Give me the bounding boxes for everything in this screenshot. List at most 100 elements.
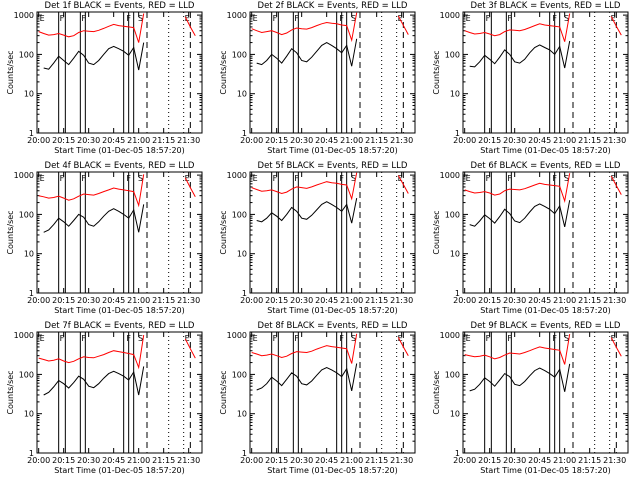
y-tick-label: 10 xyxy=(237,90,247,99)
x-tick-label: 20:45 xyxy=(315,456,338,465)
region-letter: E xyxy=(40,174,45,183)
x-tick-label: 21:15 xyxy=(152,136,175,145)
x-tick-label: 20:30 xyxy=(77,296,100,305)
panel-2: Det 2f BLACK = Events, RED = LLD 1 10 100 10… xyxy=(219,1,416,155)
x-tick-label: 21:15 xyxy=(365,296,388,305)
x-tick-label: 21:15 xyxy=(578,456,601,465)
series-line-red xyxy=(251,12,358,43)
x-tick-label: 21:15 xyxy=(152,456,175,465)
x-tick-label: 20:15 xyxy=(52,296,75,305)
panel-title: Det 1f BLACK = Events, RED = LLD xyxy=(45,1,195,11)
x-tick-label: 21:00 xyxy=(127,296,150,305)
plot-frame xyxy=(462,11,629,134)
x-tick-label: 21:30 xyxy=(177,136,200,145)
panel-title: Det 3f BLACK = Events, RED = LLD xyxy=(471,1,621,11)
y-tick-label: 1 xyxy=(242,129,247,138)
series-line-black xyxy=(469,363,571,392)
x-tick-label: 20:30 xyxy=(503,456,526,465)
region-letter: F xyxy=(339,14,344,23)
x-tick-label: 20:45 xyxy=(528,456,551,465)
region-letter: S xyxy=(138,334,143,343)
series-line-red xyxy=(38,13,145,43)
region-letter: S xyxy=(138,174,143,183)
region-letter: F xyxy=(339,334,344,343)
region-letter: E xyxy=(611,14,616,23)
x-tick-label: 21:00 xyxy=(127,136,150,145)
x-tick-label: 20:30 xyxy=(77,136,100,145)
region-letter: F xyxy=(294,334,299,343)
plot-frame xyxy=(462,171,629,294)
plot-frame xyxy=(249,11,416,134)
plot-frame xyxy=(462,331,629,454)
y-tick-label: 100 xyxy=(19,210,34,219)
x-tick-label: 20:15 xyxy=(478,136,501,145)
y-tick-label: 1000 xyxy=(14,331,34,340)
series-line-black xyxy=(469,40,571,69)
x-tick-label: 21:30 xyxy=(390,296,413,305)
x-tick-label: 20:15 xyxy=(265,296,288,305)
y-tick-label: 1000 xyxy=(440,171,460,180)
region-letter: F xyxy=(60,174,65,183)
x-tick-label: 20:15 xyxy=(265,136,288,145)
series-line-red xyxy=(397,175,409,194)
panel-title: Det 4f BLACK = Events, RED = LLD xyxy=(45,161,195,171)
x-tick-label: 20:00 xyxy=(27,296,50,305)
region-letter: F xyxy=(273,174,278,183)
y-tick-label: 1 xyxy=(29,449,34,458)
series-line-red xyxy=(610,337,622,357)
region-letter: S xyxy=(351,334,356,343)
panel-1: Det 1f BLACK = Events, RED = LLD 1 10 100 10… xyxy=(6,1,203,155)
series-line-red xyxy=(184,177,196,198)
x-tick-label: 21:00 xyxy=(553,456,576,465)
x-tick-label: 20:15 xyxy=(478,456,501,465)
y-tick-label: 1000 xyxy=(227,11,247,20)
y-tick-label: 10 xyxy=(450,250,460,259)
x-tick-label: 21:00 xyxy=(553,136,576,145)
y-tick-label: 100 xyxy=(445,370,460,379)
y-tick-label: 1000 xyxy=(227,331,247,340)
y-tick-label: 1 xyxy=(455,449,460,458)
y-axis-label: Counts/sec xyxy=(219,50,228,94)
region-letter: S xyxy=(564,174,569,183)
panel-title: Det 9f BLACK = Events, RED = LLD xyxy=(471,321,621,331)
region-letter: F xyxy=(486,174,491,183)
region-letter: S xyxy=(564,14,569,23)
y-axis-label: Counts/sec xyxy=(6,370,15,414)
x-axis-label: Start Time (01-Dec-05 18:57:20) xyxy=(54,306,185,315)
panel-title: Det 2f BLACK = Events, RED = LLD xyxy=(258,1,408,11)
x-tick-label: 21:15 xyxy=(578,296,601,305)
region-letter: F xyxy=(81,174,86,183)
series-line-red xyxy=(184,16,196,36)
x-tick-label: 20:30 xyxy=(290,456,313,465)
y-tick-label: 1 xyxy=(455,289,460,298)
x-tick-label: 20:45 xyxy=(315,136,338,145)
series-line-black xyxy=(43,366,145,396)
x-tick-label: 20:45 xyxy=(528,296,551,305)
region-letter: E xyxy=(253,14,258,23)
region-letter: E xyxy=(185,14,190,23)
region-letter: F xyxy=(126,14,131,23)
x-tick-label: 21:30 xyxy=(390,456,413,465)
region-letter: F xyxy=(294,174,299,183)
plot-frame xyxy=(36,11,203,134)
region-letter: F xyxy=(273,334,278,343)
x-tick-label: 20:30 xyxy=(290,136,313,145)
series-line-red xyxy=(464,173,571,203)
y-tick-label: 100 xyxy=(232,210,247,219)
series-line-red xyxy=(38,174,145,208)
x-axis-label: Start Time (01-Dec-05 18:57:20) xyxy=(267,146,398,155)
x-tick-label: 21:30 xyxy=(603,456,626,465)
series-line-black xyxy=(43,204,145,233)
x-tick-label: 21:30 xyxy=(603,296,626,305)
x-tick-label: 20:45 xyxy=(102,456,125,465)
region-letter: F xyxy=(552,174,557,183)
series-line-black xyxy=(469,200,571,228)
y-tick-label: 100 xyxy=(232,50,247,59)
x-axis-label: Start Time (01-Dec-05 18:57:20) xyxy=(54,146,185,155)
panel-3: Det 3f BLACK = Events, RED = LLD 1 10 100 10… xyxy=(432,1,629,155)
region-letter: F xyxy=(81,14,86,23)
region-letter: F xyxy=(507,14,512,23)
x-tick-label: 20:00 xyxy=(240,136,263,145)
series-line-black xyxy=(256,198,358,224)
